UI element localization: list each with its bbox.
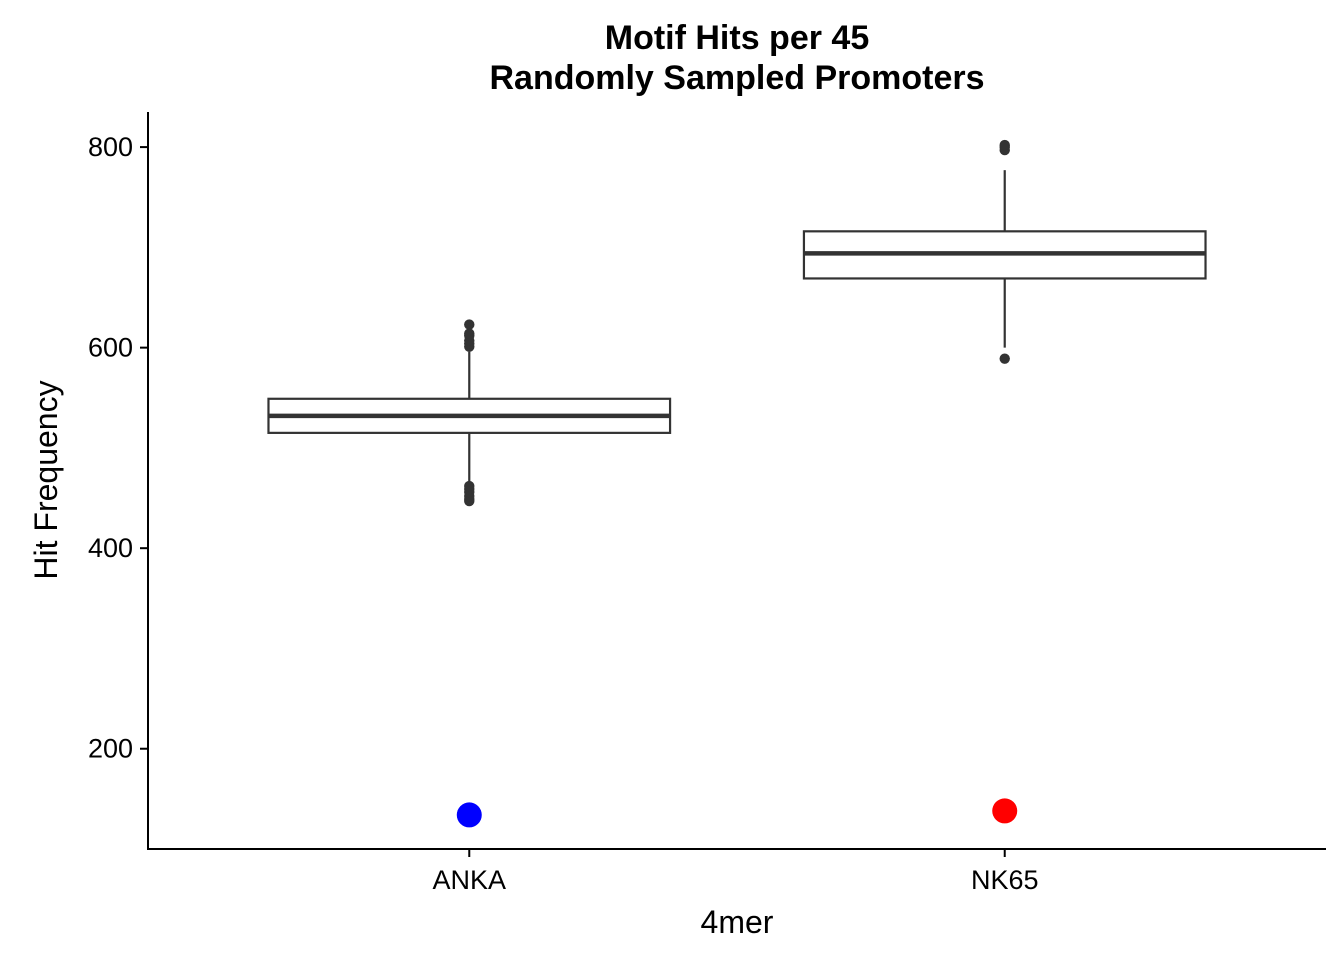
- y-tick-label: 400: [88, 533, 133, 563]
- x-tick-label: ANKA: [433, 865, 507, 895]
- observed-point-anka: [456, 802, 482, 828]
- outlier-point: [464, 480, 475, 492]
- x-axis-title: 4mer: [701, 904, 774, 940]
- y-tick-label: 800: [88, 132, 133, 162]
- plot-area: [267, 139, 1207, 828]
- y-axis-ticks: 200 400 600 800: [88, 132, 148, 764]
- boxplot-anka: [267, 319, 672, 507]
- chart-title-line-2: Randomly Sampled Promoters: [489, 59, 984, 97]
- chart-title-line-1: Motif Hits per 45: [605, 19, 869, 57]
- y-tick-label: 200: [88, 734, 133, 764]
- y-axis-title: Hit Frequency: [28, 380, 64, 579]
- boxplot-nk65: [802, 139, 1207, 364]
- outlier-point: [999, 353, 1010, 364]
- x-tick-label: NK65: [971, 865, 1039, 895]
- x-axis-ticks: ANKA NK65: [433, 849, 1039, 895]
- outlier-point: [464, 328, 475, 339]
- y-tick-label: 600: [88, 333, 133, 363]
- outlier-point: [464, 319, 475, 330]
- outlier-point: [999, 139, 1010, 151]
- observed-point-nk65: [992, 798, 1018, 824]
